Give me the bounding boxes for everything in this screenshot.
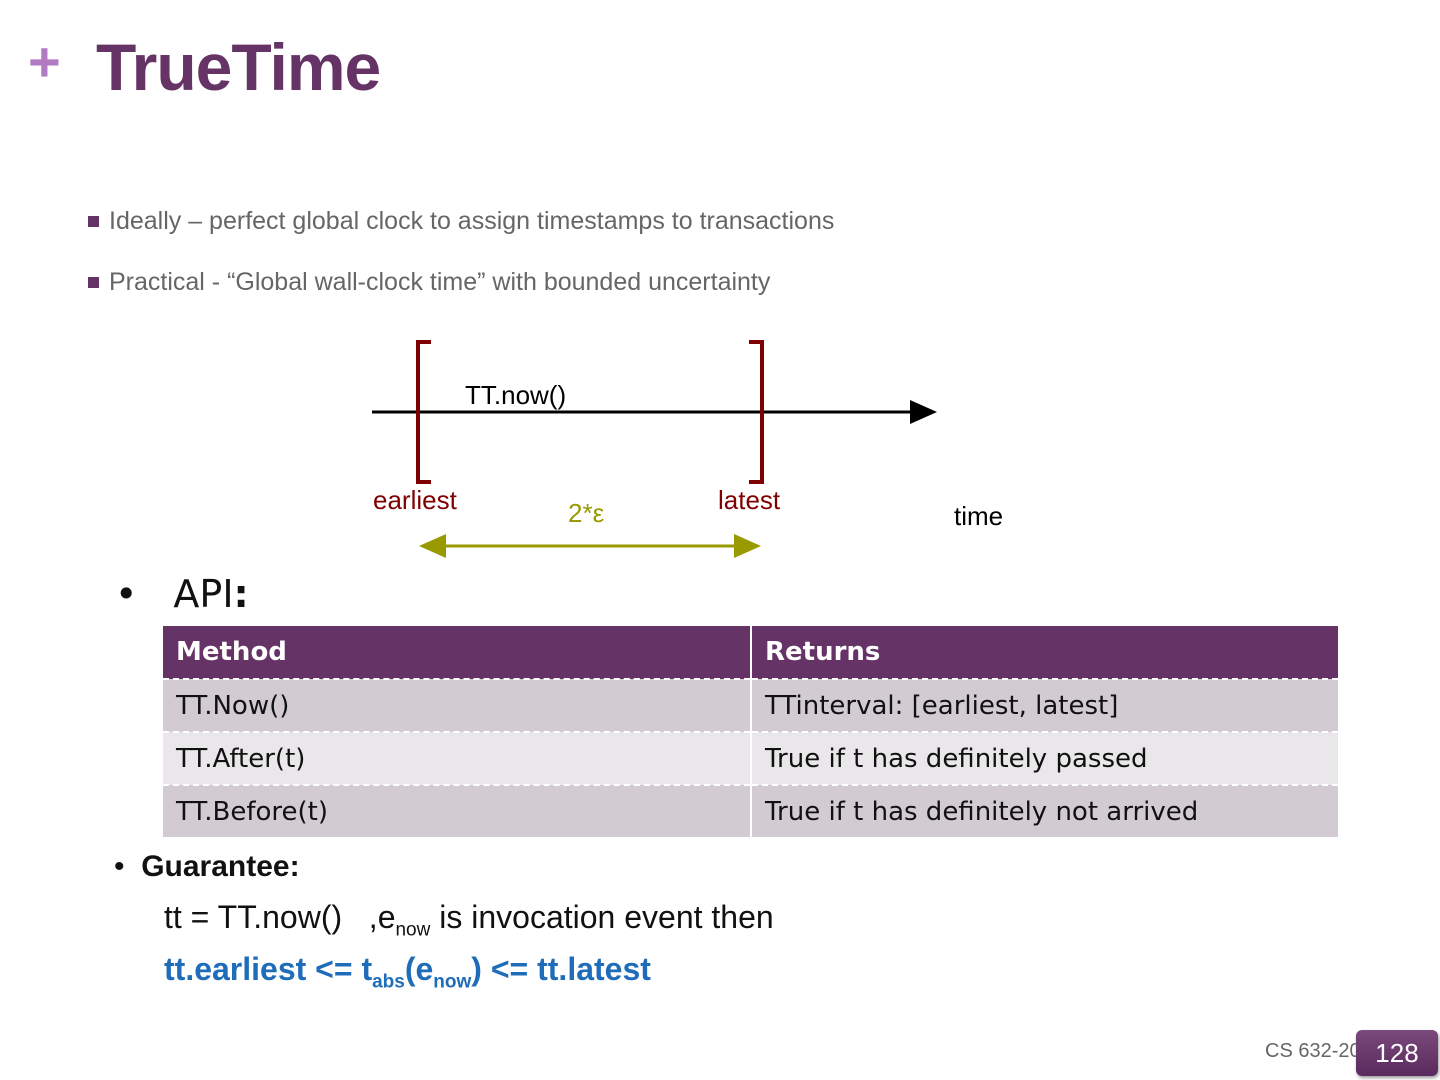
text: (e <box>404 951 434 987</box>
guarantee-line-1: tt = TT.now() ,enow is invocation event … <box>164 899 774 941</box>
text: tt = TT.now() ,e <box>164 899 396 935</box>
earliest-label: earliest <box>373 485 457 515</box>
bullet-ideally: Ideally – perfect global clock to assign… <box>88 207 834 236</box>
api-colon: : <box>233 572 249 616</box>
returns-cell: TTinterval: [earliest, latest] <box>750 678 1338 732</box>
table-header-row: Method Returns <box>163 626 1338 679</box>
guarantee-heading: • Guarantee: <box>114 850 300 884</box>
header-method: Method <box>163 626 751 679</box>
method-cell: TT.Now() <box>163 678 751 732</box>
latest-bracket <box>749 340 764 484</box>
time-label: time <box>954 501 1004 531</box>
footer-course: CS 632-20 <box>1265 1040 1361 1062</box>
subscript: abs <box>372 971 405 993</box>
epsilon-label: 2*ε <box>568 498 605 528</box>
page-number-badge: 128 <box>1356 1030 1438 1076</box>
bullet-dot: • <box>115 572 138 616</box>
subscript: now <box>395 919 431 941</box>
subscript: now <box>433 971 472 993</box>
bullet-dot: • <box>114 850 125 883</box>
api-heading: • API: <box>115 572 249 616</box>
guarantee-line-2: tt.earliest <= tabs(enow) <= tt.latest <box>164 951 651 993</box>
tt-now-label: TT.now() <box>465 380 567 410</box>
text: ) <= tt.latest <box>471 951 651 987</box>
table-row: TT.Now() TTinterval: [earliest, latest] <box>163 678 1338 732</box>
bullet-practical: Practical - “Global wall-clock time” wit… <box>88 268 770 297</box>
latest-label: latest <box>718 485 781 515</box>
api-table: Method Returns TT.Now() TTinterval: [ear… <box>163 626 1338 837</box>
square-bullet-icon <box>88 277 99 288</box>
guarantee-label: Guarantee: <box>141 850 300 883</box>
method-cell: TT.Before(t) <box>163 784 751 837</box>
square-bullet-icon <box>88 216 99 227</box>
table-row: TT.After(t) True if t has definitely pas… <box>163 731 1338 785</box>
header-returns: Returns <box>750 626 1338 679</box>
truetime-diagram <box>372 340 937 558</box>
table-row: TT.Before(t) True if t has definitely no… <box>163 784 1338 837</box>
method-cell: TT.After(t) <box>163 731 751 785</box>
earliest-bracket <box>416 340 431 484</box>
returns-cell: True if t has definitely not arrived <box>750 784 1338 837</box>
returns-cell: True if t has definitely passed <box>750 731 1338 785</box>
text: tt.earliest <= t <box>164 951 373 987</box>
slide-title: TrueTime <box>96 30 381 104</box>
title-plus-marker: + <box>28 30 61 93</box>
bullet-text: Ideally – perfect global clock to assign… <box>109 207 835 235</box>
text: is invocation event then <box>430 899 774 935</box>
bullet-text: Practical - “Global wall-clock time” wit… <box>109 268 771 296</box>
api-label: API <box>173 572 234 616</box>
